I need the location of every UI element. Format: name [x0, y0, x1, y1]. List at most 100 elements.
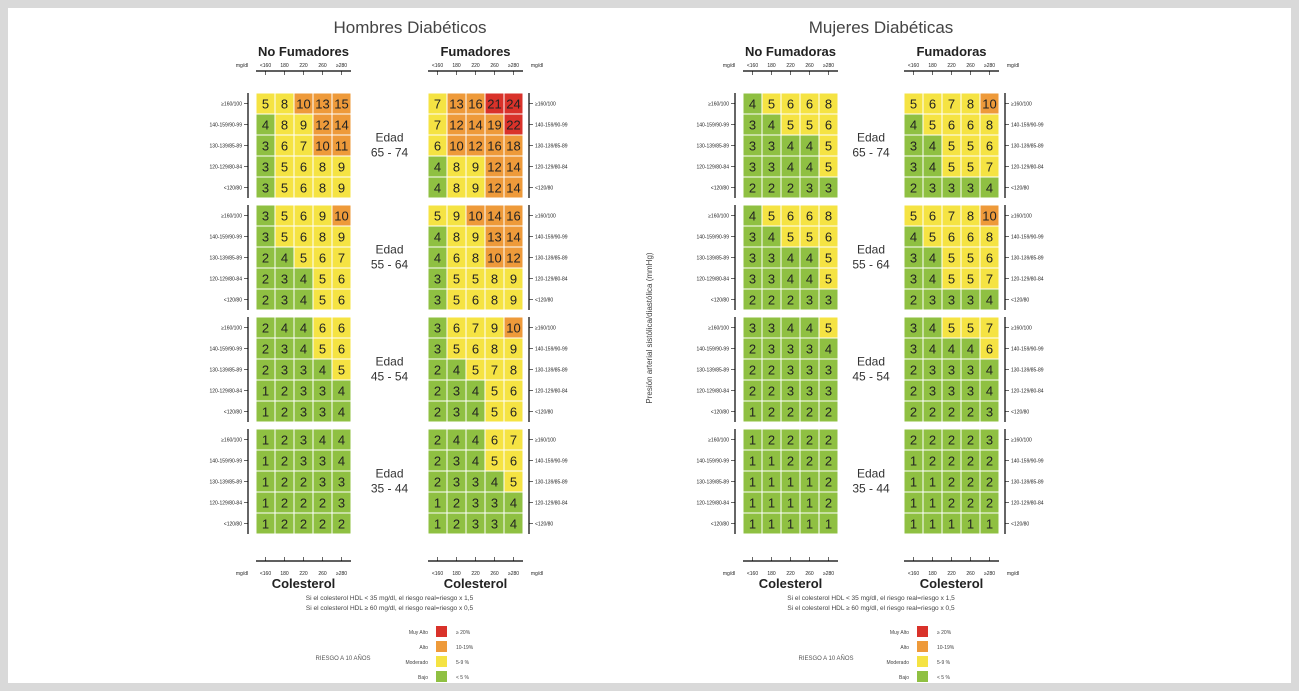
risk-value: 13: [487, 230, 501, 245]
risk-value: 5: [948, 321, 955, 336]
risk-value: 3: [749, 160, 756, 175]
bp-label: 130-139/85-89: [1011, 144, 1044, 150]
risk-value: 2: [967, 433, 974, 448]
x-tick-label: 220: [786, 63, 795, 69]
risk-value: 1: [806, 496, 813, 511]
legend-range: < 5 %: [937, 675, 950, 681]
risk-cell: [818, 400, 839, 423]
bp-label: 140-159/90-99: [696, 235, 729, 241]
bp-label: 120-129/80-84: [696, 165, 729, 171]
bp-label: 120-129/80-84: [1011, 165, 1044, 171]
risk-value: 1: [749, 433, 756, 448]
risk-value: 3: [967, 384, 974, 399]
legend-label: Bajo: [418, 675, 428, 681]
risk-value: 13: [449, 97, 463, 112]
risk-value: 14: [468, 118, 482, 133]
bp-label: 120-129/80-84: [696, 501, 729, 507]
risk-value: 9: [319, 209, 326, 224]
chart-title: Mujeres Diabéticas: [809, 18, 954, 37]
legend-swatch: [917, 641, 928, 652]
risk-value: 5: [338, 363, 345, 378]
risk-value: 6: [281, 139, 288, 154]
risk-value: 5: [948, 251, 955, 266]
risk-value: 3: [929, 384, 936, 399]
risk-value: 2: [319, 496, 326, 511]
risk-value: 3: [910, 342, 917, 357]
risk-value: 3: [300, 433, 307, 448]
risk-value: 5: [929, 118, 936, 133]
risk-value: 3: [929, 363, 936, 378]
x-tick-label: <160: [260, 63, 271, 69]
risk-value: 8: [319, 160, 326, 175]
bp-label: <120/80: [1011, 522, 1029, 528]
legend-range: ≥ 20%: [456, 630, 471, 636]
risk-value: 4: [338, 433, 345, 448]
risk-value: 6: [434, 139, 441, 154]
risk-chart: Hombres Diabéticos No Fumadores <160 180 220…: [209, 18, 1044, 682]
risk-value: 5: [787, 118, 794, 133]
x-tick-label: 260: [318, 63, 327, 69]
risk-value: 8: [281, 97, 288, 112]
risk-value: 4: [986, 181, 993, 196]
risk-value: 21: [487, 97, 501, 112]
risk-value: 1: [825, 517, 832, 532]
x-tick-label: 180: [767, 63, 776, 69]
bp-label: 140-159/90-99: [209, 235, 242, 241]
x-tick-label: ≥280: [823, 63, 834, 69]
legend-label: Bajo: [899, 675, 909, 681]
risk-value: 3: [434, 293, 441, 308]
risk-value: 1: [434, 517, 441, 532]
legend-range: ≥ 20%: [937, 630, 952, 636]
risk-value: 5: [319, 293, 326, 308]
risk-value: 14: [487, 209, 501, 224]
risk-value: 5: [825, 139, 832, 154]
bp-label: ≥160/100: [1011, 102, 1032, 108]
risk-value: 2: [787, 454, 794, 469]
age-word: Edad: [375, 131, 403, 145]
risk-value: 6: [300, 181, 307, 196]
risk-value: 2: [787, 405, 794, 420]
risk-value: 6: [338, 272, 345, 287]
age-word: Edad: [857, 467, 885, 481]
risk-value: 3: [300, 454, 307, 469]
risk-value: 2: [768, 433, 775, 448]
risk-value: 3: [948, 363, 955, 378]
bp-label: <120/80: [224, 298, 242, 304]
bp-label: 140-159/90-99: [696, 123, 729, 129]
bp-label: 140-159/90-99: [209, 459, 242, 465]
risk-value: 4: [929, 251, 936, 266]
x-axis-title: Colesterol: [444, 576, 508, 591]
risk-value: 1: [749, 454, 756, 469]
risk-value: 10: [449, 139, 463, 154]
risk-cell: [979, 176, 1000, 199]
risk-value: 4: [434, 181, 441, 196]
risk-value: 9: [300, 118, 307, 133]
risk-value: 4: [986, 363, 993, 378]
bp-label: 140-159/90-99: [535, 235, 568, 241]
risk-value: 3: [910, 272, 917, 287]
risk-value: 2: [262, 251, 269, 266]
risk-value: 4: [787, 139, 794, 154]
x-tick-label: 220: [299, 63, 308, 69]
risk-value: 2: [986, 454, 993, 469]
legend-range: 10-19%: [937, 645, 955, 651]
x-unit-label: mg/dl: [236, 571, 248, 577]
risk-value: 5: [281, 230, 288, 245]
risk-value: 5: [948, 272, 955, 287]
risk-value: 2: [929, 454, 936, 469]
bp-label: 140-159/90-99: [696, 347, 729, 353]
risk-value: 3: [749, 251, 756, 266]
risk-value: 2: [825, 433, 832, 448]
risk-value: 3: [262, 181, 269, 196]
risk-value: 1: [262, 475, 269, 490]
risk-value: 4: [472, 433, 479, 448]
x-tick-label: 220: [299, 571, 308, 577]
bp-label: ≥160/100: [1011, 438, 1032, 444]
x-unit-label: mg/dl: [531, 571, 543, 577]
risk-value: 16: [487, 139, 501, 154]
x-axis-title: Colesterol: [272, 576, 336, 591]
risk-value: 4: [338, 454, 345, 469]
risk-value: 16: [468, 97, 482, 112]
risk-value: 3: [472, 517, 479, 532]
risk-value: 5: [281, 160, 288, 175]
